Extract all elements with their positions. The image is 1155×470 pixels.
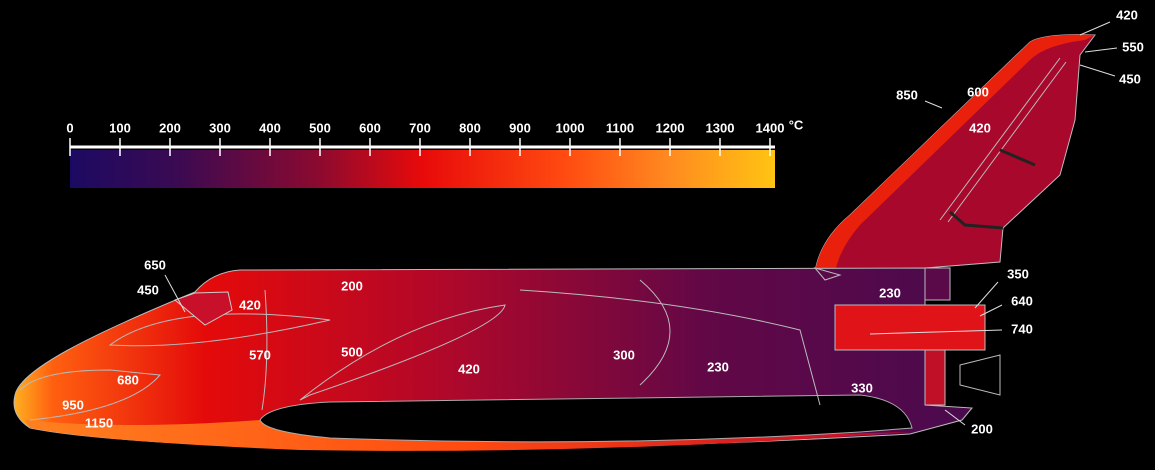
tick-label: 700 [409,120,431,135]
temperature-label: 680 [117,372,139,387]
scale-unit: °C [789,117,804,132]
leader-lines [164,21,1118,426]
tick-label: 400 [259,120,281,135]
temperature-label: 550 [1122,39,1144,54]
color-scale: 0 100 200 300 400 500 600 700 800 900 1000 1100 1200… [66,117,804,188]
temperature-label: 420 [969,120,991,135]
temperature-label: 330 [851,380,873,395]
tick-label: 1400 [756,120,785,135]
fuselage [13,267,1001,451]
temperature-label: 420 [239,297,261,312]
temperature-label: 500 [341,344,363,359]
tick-label: 0 [66,120,73,135]
temperature-label: 450 [137,282,159,297]
tick-label: 300 [209,120,231,135]
tick-label: 600 [359,120,381,135]
temperature-label: 420 [458,361,480,376]
tick-label: 900 [509,120,531,135]
tick-label: 1000 [556,120,585,135]
temperature-label: 570 [249,347,271,362]
tick-label: 1300 [706,120,735,135]
tail [814,34,1096,273]
temperature-label: 740 [1011,321,1033,336]
temperature-label: 350 [1007,266,1029,281]
tick-label: 500 [309,120,331,135]
tick-label: 1200 [656,120,685,135]
tick-label: 100 [109,120,131,135]
temperature-label: 230 [879,285,901,300]
tick-label: 1100 [606,120,634,135]
temperature-label: 600 [967,84,989,99]
temperature-label: 200 [341,278,363,293]
temperature-label: 450 [1119,71,1141,86]
temperature-label: 300 [613,347,635,362]
temperature-label: 950 [62,397,84,412]
tick-label: 800 [459,120,481,135]
tick-label: 200 [159,120,181,135]
temperature-label: 650 [144,257,166,272]
color-bar [70,150,775,188]
temperature-label: 640 [1011,293,1033,308]
temperature-label: 850 [896,87,918,102]
temperature-labels: 850 600 420 420 550 450 650 450 420 200 230 350 640 7… [62,7,1144,436]
temperature-label: 420 [1116,7,1138,22]
temperature-label: 200 [971,421,993,436]
temperature-label: 230 [707,359,729,374]
temperature-label: 1150 [85,415,113,430]
